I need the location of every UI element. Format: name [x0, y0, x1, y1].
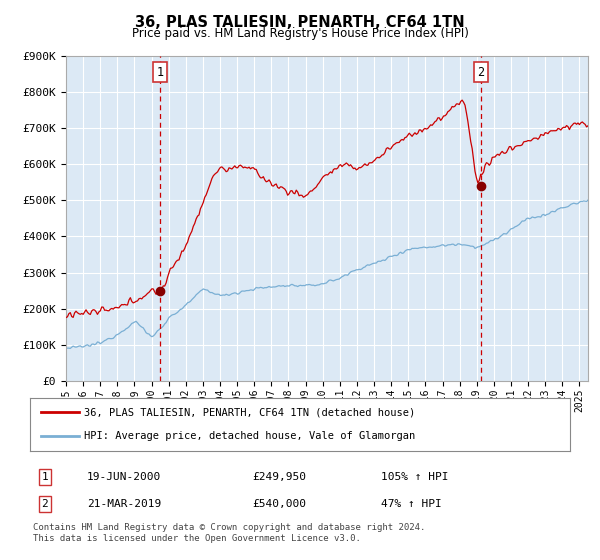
Text: 105% ↑ HPI: 105% ↑ HPI	[381, 472, 449, 482]
Text: 2: 2	[41, 499, 49, 509]
Text: 19-JUN-2000: 19-JUN-2000	[87, 472, 161, 482]
Text: 36, PLAS TALIESIN, PENARTH, CF64 1TN: 36, PLAS TALIESIN, PENARTH, CF64 1TN	[135, 15, 465, 30]
Text: 47% ↑ HPI: 47% ↑ HPI	[381, 499, 442, 509]
Text: 2: 2	[478, 66, 485, 79]
Text: 21-MAR-2019: 21-MAR-2019	[87, 499, 161, 509]
Text: 36, PLAS TALIESIN, PENARTH, CF64 1TN (detached house): 36, PLAS TALIESIN, PENARTH, CF64 1TN (de…	[84, 408, 415, 418]
Text: HPI: Average price, detached house, Vale of Glamorgan: HPI: Average price, detached house, Vale…	[84, 431, 415, 441]
Text: Price paid vs. HM Land Registry's House Price Index (HPI): Price paid vs. HM Land Registry's House …	[131, 27, 469, 40]
Text: £249,950: £249,950	[252, 472, 306, 482]
Text: This data is licensed under the Open Government Licence v3.0.: This data is licensed under the Open Gov…	[33, 534, 361, 543]
Text: 1: 1	[41, 472, 49, 482]
Text: 1: 1	[157, 66, 164, 79]
Text: Contains HM Land Registry data © Crown copyright and database right 2024.: Contains HM Land Registry data © Crown c…	[33, 523, 425, 532]
Text: £540,000: £540,000	[252, 499, 306, 509]
